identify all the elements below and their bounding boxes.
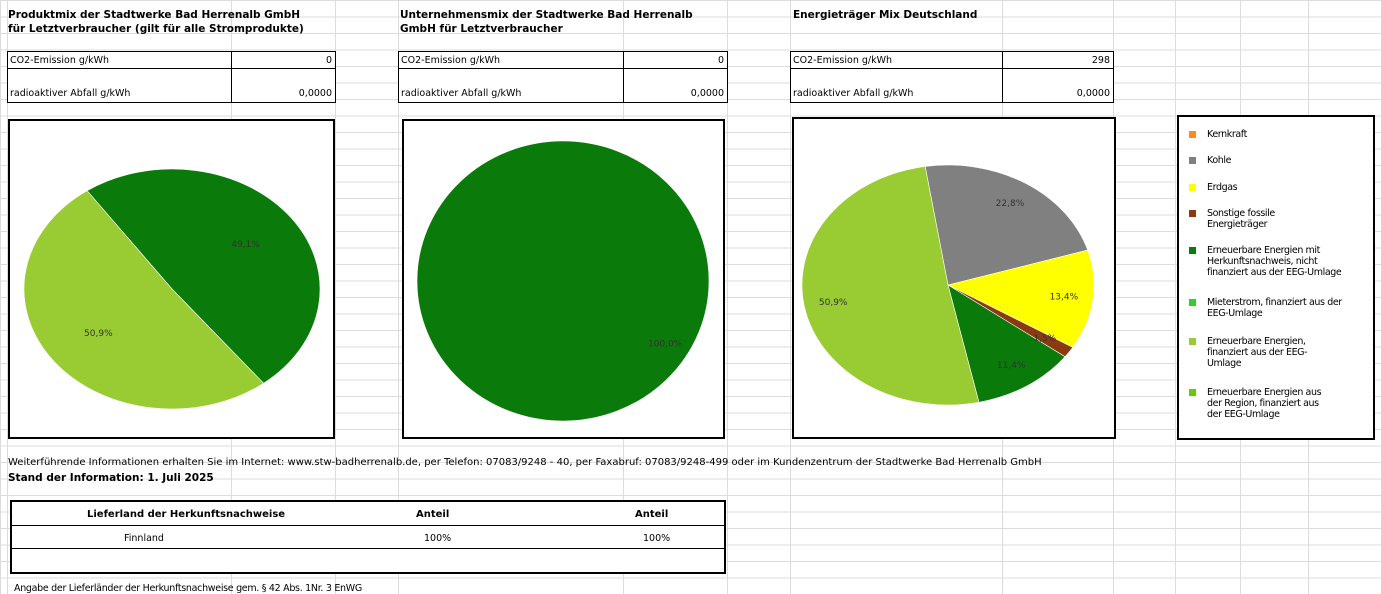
info-text: Weiterführende Informationen erhalten Si… <box>8 457 1042 468</box>
table-divider <box>1002 52 1003 102</box>
table-divider <box>8 68 335 69</box>
stand-der-information: Stand der Information: 1. Juli 2025 <box>8 472 214 484</box>
legend-swatch <box>1189 184 1196 191</box>
legend-swatch <box>1189 389 1196 396</box>
grid-line <box>398 0 399 594</box>
grid-line <box>727 0 728 594</box>
table-divider <box>791 68 1113 69</box>
waste-value: 0,0000 <box>1076 88 1110 99</box>
legend-label: Erneuerbare Energien mit Herkunftsnachwe… <box>1207 245 1342 278</box>
legend-label: Mieterstrom, finanziert aus der EEG-Umla… <box>1207 297 1342 319</box>
legend-swatch <box>1189 247 1196 254</box>
table-divider <box>623 52 624 102</box>
legend-swatch <box>1189 157 1196 164</box>
legend-swatch <box>1189 131 1196 138</box>
chart-legend: Kernkraft Kohle Erdgas Sonstige fossile … <box>1177 115 1375 440</box>
legend-swatch <box>1189 299 1196 306</box>
pie-data-label: 22,8% <box>996 199 1025 209</box>
pie-slice <box>924 164 1089 286</box>
co2-label: CO2-Emission g/kWh <box>10 55 110 66</box>
grid-line <box>790 0 791 594</box>
waste-label: radioaktiver Abfall g/kWh <box>401 88 522 99</box>
panel-title-product-mix: Produktmix der Stadtwerke Bad Herrenalb … <box>8 9 304 35</box>
legend-label: Erneuerbare Energien aus der Region, fin… <box>1207 387 1322 420</box>
table-cell: Finnland <box>124 533 164 544</box>
table-cell: 100% <box>424 533 452 544</box>
grid-line <box>7 0 8 594</box>
pie-data-label: 13,4% <box>1050 293 1079 303</box>
legend-swatch <box>1189 338 1196 345</box>
pie-data-label: 50,9% <box>84 329 113 339</box>
emission-table-product: CO2-Emission g/kWh 0 radioaktiver Abfall … <box>7 51 336 103</box>
emission-table-germany: CO2-Emission g/kWh 298 radioaktiver Abfal… <box>790 51 1114 103</box>
country-table-header: Lieferland der Herkunftsnachweise <box>87 509 286 520</box>
co2-value: 0 <box>325 55 332 66</box>
pie-data-label: 11,4% <box>997 361 1026 371</box>
table-divider <box>399 68 727 69</box>
pie-data-label: 100,0% <box>648 340 683 350</box>
country-table: Lieferland der Herkunftsnachweise Anteil… <box>10 500 726 574</box>
pie-chart-svg: 100,0% <box>416 140 710 422</box>
table-divider <box>12 525 724 526</box>
pie-chart-svg: 49,1% 50,9% <box>23 168 321 410</box>
pie-slice <box>947 249 1095 348</box>
grid-line <box>335 0 336 594</box>
legend-label: Erdgas <box>1207 182 1238 193</box>
legend-label: Erneuerbare Energien, finanziert aus der… <box>1207 336 1308 369</box>
legend-label: Kernkraft <box>1207 129 1247 140</box>
pie-data-label: 50,9% <box>819 298 848 308</box>
panel-title-germany-mix: Energieträger Mix Deutschland <box>793 9 978 21</box>
legend-swatch <box>1189 210 1196 217</box>
pie-chart-company-mix: 100,0% <box>402 119 725 439</box>
grid-line <box>1175 0 1176 594</box>
emission-table-company: CO2-Emission g/kWh 0 radioaktiver Abfall … <box>398 51 728 103</box>
waste-label: radioaktiver Abfall g/kWh <box>793 88 914 99</box>
pie-chart-germany-mix: 22,8% 13,4% 1,5% 11,4% 50,9% <box>792 117 1116 439</box>
panel-title-company-mix: Unternehmensmix der Stadtwerke Bad Herre… <box>400 9 693 35</box>
pie-slice <box>86 168 321 384</box>
pie-data-label: 1,5% <box>1033 334 1056 344</box>
footnote: Angabe der Lieferländer der Herkunftsnac… <box>14 583 362 594</box>
waste-value: 0,0000 <box>690 88 724 99</box>
pie-slice <box>416 140 710 422</box>
waste-value: 0,0000 <box>298 88 332 99</box>
legend-label: Kohle <box>1207 155 1232 166</box>
country-table-header: Anteil <box>416 509 450 520</box>
co2-label: CO2-Emission g/kWh <box>793 55 893 66</box>
table-cell: 100% <box>643 533 671 544</box>
pie-slice <box>947 284 1066 403</box>
pie-chart-product-mix: 49,1% 50,9% <box>8 119 335 439</box>
pie-chart-svg: 22,8% 13,4% 1,5% 11,4% 50,9% <box>801 164 1095 406</box>
waste-label: radioaktiver Abfall g/kWh <box>10 88 131 99</box>
pie-data-label: 49,1% <box>231 240 260 250</box>
country-table-header: Anteil <box>635 509 669 520</box>
table-divider <box>231 52 232 102</box>
pie-slice <box>23 190 265 410</box>
table-divider <box>12 548 724 549</box>
co2-value: 0 <box>717 55 724 66</box>
co2-value: 298 <box>1091 55 1110 66</box>
pie-slice <box>801 166 980 406</box>
legend-label: Sonstige fossile Energieträger <box>1207 208 1275 230</box>
co2-label: CO2-Emission g/kWh <box>401 55 501 66</box>
